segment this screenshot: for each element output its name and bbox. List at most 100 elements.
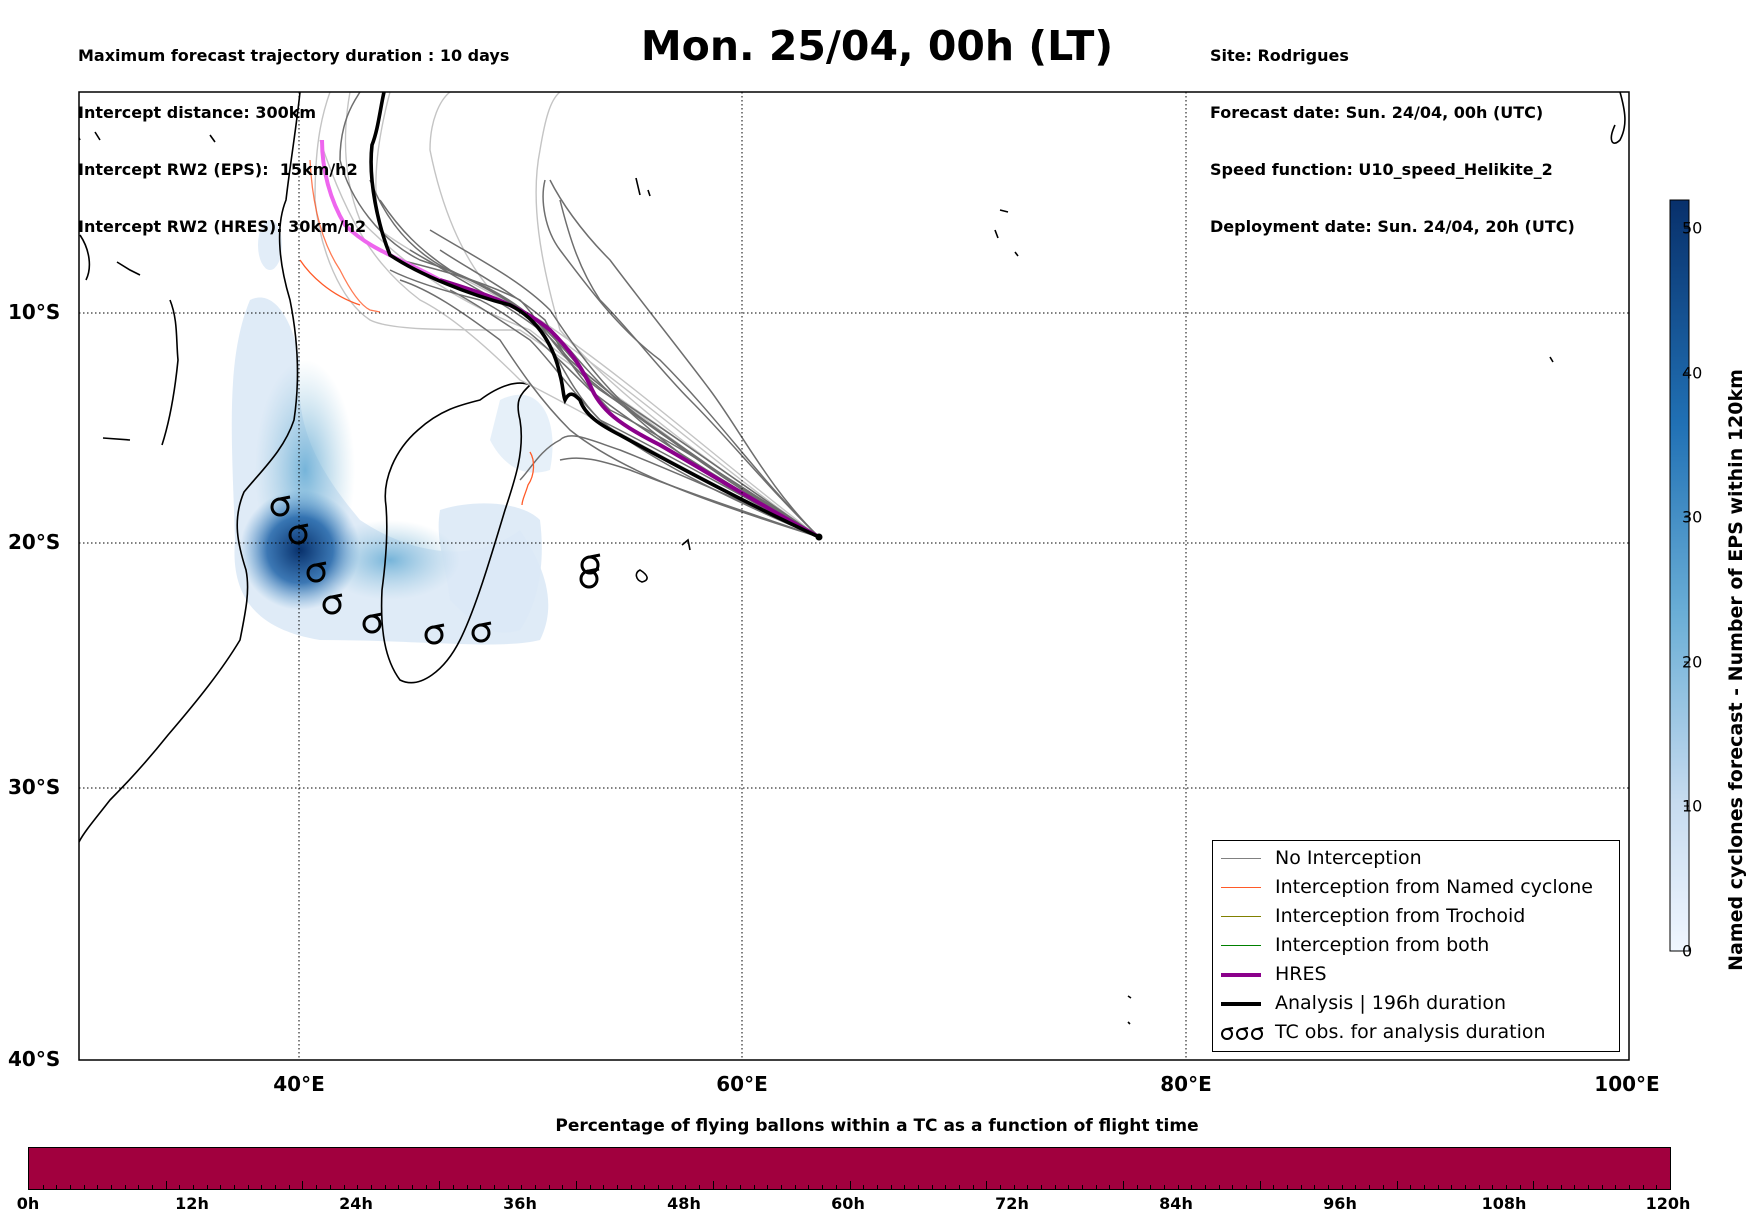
flight-time-tick [1259,1181,1261,1189]
colorbar-tick-label: 20 [1682,652,1703,672]
density-colorbar [1669,199,1690,952]
flight-time-tick [1040,1185,1042,1189]
flight-time-tick [1355,1185,1357,1189]
legend-item: Interception from Trochoid [1213,903,1619,931]
flight-time-tick [398,1185,400,1189]
flight-time-tick [152,1185,154,1189]
flight-time-label: 84h [1159,1194,1193,1213]
lat-label: 20°S [8,530,61,554]
legend-label: Interception from both [1275,934,1490,956]
flight-time-tick [1574,1185,1576,1189]
flight-time-tick [275,1185,277,1189]
flight-time-tick [97,1185,99,1189]
flight-time-tick [220,1185,222,1189]
legend-item: Interception from Named cyclone [1213,874,1619,902]
cyclone-symbol-icon [270,495,291,517]
analysis-track [369,92,820,539]
flight-time-tick [138,1185,140,1189]
flight-time-tick [1533,1181,1535,1189]
cyclone-symbol-icon [362,612,383,634]
flight-time-label: 36h [503,1194,537,1213]
legend-label: Interception from Named cyclone [1275,876,1593,898]
legend-item: No Interception [1213,845,1619,873]
flight-time-bar [28,1147,1671,1190]
colorbar-tick-label: 0 [1682,941,1693,961]
flight-time-tick [521,1185,523,1189]
flight-time-tick [1601,1185,1603,1189]
flight-time-tick [917,1185,919,1189]
flight-time-tick [83,1185,85,1189]
flight-time-tick [1328,1185,1330,1189]
flight-time-tick [1369,1185,1371,1189]
flight-time-tick [671,1185,673,1189]
flight-time-tick [439,1181,441,1189]
flight-time-tick [658,1185,660,1189]
cyclone-symbol-icon [1221,1027,1264,1040]
flight-time-tick [835,1185,837,1189]
lon-label: 40°E [273,1072,325,1096]
flight-time-tick [234,1185,236,1189]
flight-time-tick [1027,1185,1029,1189]
lon-label: 80°E [1160,1072,1212,1096]
legend-label: HRES [1275,963,1327,985]
flight-time-tick [179,1185,181,1189]
legend-swatch [1221,916,1261,917]
lat-label: 30°S [8,775,61,799]
flight-time-tick [863,1185,865,1189]
cyclone-symbol-icon [580,553,601,575]
flight-time-label: 96h [1323,1194,1357,1213]
lon-label: 100°E [1594,1072,1660,1096]
flight-time-tick [1314,1185,1316,1189]
legend-label: No Interception [1275,847,1422,869]
flight-time-tick [890,1185,892,1189]
colorbar-ticks [1684,227,1689,952]
flight-time-tick [753,1185,755,1189]
flight-time-tick [1068,1185,1070,1189]
page-title: Mon. 25/04, 00h (LT) [640,22,1114,70]
named-cyclone-tracks [299,159,535,506]
flight-time-tick [740,1185,742,1189]
flight-time-tick [124,1185,126,1189]
flight-time-title: Percentage of flying ballons within a TC… [555,1116,1199,1136]
flight-time-tick [1546,1185,1548,1189]
legend-item: Interception from both [1213,932,1619,960]
map-legend: No Interception Interception from Named … [1212,840,1620,1052]
flight-time-tick [1656,1185,1658,1189]
flight-time-tick [1150,1185,1152,1189]
flight-time-tick [603,1185,605,1189]
flight-time-tick [1560,1185,1562,1189]
param-line: Deployment date: Sun. 24/04, 20h (UTC) [1210,217,1575,236]
param-line: Intercept RW2 (HRES): 30km/h2 [78,217,367,236]
flight-time-tick [1437,1185,1439,1189]
flight-time-tick [384,1185,386,1189]
flight-time-label: 120h [1645,1194,1691,1213]
legend-item: HRES [1213,961,1619,989]
param-line: Intercept distance: 300km [78,103,317,122]
flight-time-label: 72h [995,1194,1029,1213]
flight-time-tick [1122,1181,1124,1189]
flight-time-tick [1410,1185,1412,1189]
site-parameters: Site: Rodrigues Forecast date: Sun. 24/0… [1210,8,1575,255]
eps-density-field [231,220,553,645]
flight-time-tick [1218,1185,1220,1189]
flight-time-tick [808,1185,810,1189]
flight-time-tick [575,1181,577,1189]
deployment-point [815,533,823,541]
flight-time-tick [1273,1185,1275,1189]
flight-time-tick [1464,1185,1466,1189]
cyclone-symbol-icon [322,593,343,615]
flight-time-tick [1492,1185,1494,1189]
flight-time-tick [1109,1185,1111,1189]
flight-time-tick [1081,1185,1083,1189]
flight-time-tick [1642,1185,1644,1189]
flight-time-tick [1191,1185,1193,1189]
lat-label: 40°S [8,1047,61,1071]
legend-label: TC obs. for analysis duration [1275,1021,1546,1043]
legend-swatch [1221,887,1261,888]
flight-time-tick [849,1181,851,1189]
cyclone-symbol-icon [424,623,445,645]
legend-item: TC obs. for analysis duration [1213,1019,1619,1047]
flight-time-tick [945,1185,947,1189]
flight-time-tick [1164,1185,1166,1189]
